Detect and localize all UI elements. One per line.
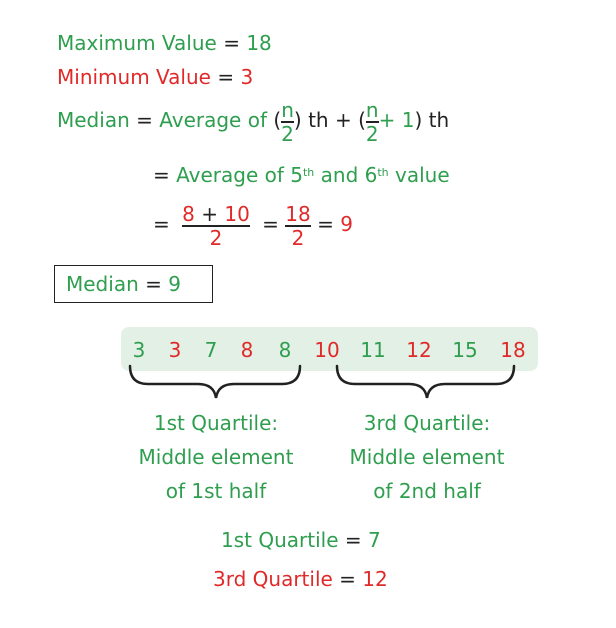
right-brace <box>335 364 516 399</box>
median-line-2: = Average of 5th and 6th value <box>153 163 450 187</box>
sorted-value: 3 <box>132 338 146 362</box>
sorted-value: 18 <box>500 338 526 362</box>
median-line3-result: 9 <box>340 212 353 236</box>
median-line2-and: and 6 <box>320 163 378 187</box>
q1-desc-line-2: Middle element <box>138 445 294 469</box>
sorted-value: 11 <box>360 338 386 362</box>
q1-desc-line-1: 1st Quartile: <box>153 411 279 435</box>
median-formula-line: Median = Average of ( n 2 ) th + ( n 2 +… <box>57 96 449 145</box>
fraction-n-over-2: n 2 <box>281 99 294 145</box>
median-line3-eq: = <box>153 212 170 236</box>
num-8: 8 <box>182 201 195 226</box>
median-formula-label: Median <box>57 108 130 132</box>
median-line2-eq: = <box>153 163 170 187</box>
num-18: 18 <box>285 201 311 226</box>
frac2-numerator: n <box>365 97 379 122</box>
sorted-values-strip <box>121 327 538 371</box>
q1-result-line: 1st Quartile = 7 <box>221 528 381 552</box>
max-line: Maximum Value = 18 <box>57 31 272 55</box>
median-formula-eq: = <box>136 108 153 132</box>
frac2-bar <box>365 120 379 123</box>
frac-sum-denominator: 2 <box>209 225 223 250</box>
median-result-eq: = <box>145 272 162 296</box>
max-label: Maximum Value <box>57 31 217 55</box>
open-paren-2: ( <box>358 108 366 132</box>
frac-numerator: n <box>281 97 294 122</box>
q1-result-label: 1st Quartile <box>221 528 339 552</box>
q3-result-eq: = <box>339 567 356 591</box>
num-10: 10 <box>224 201 250 226</box>
median-line2-value: value <box>395 163 450 187</box>
median-result-value: 9 <box>168 272 181 296</box>
fraction-8-plus-10-over-2: 8 + 10 2 <box>182 203 250 249</box>
sorted-value: 7 <box>204 338 218 362</box>
frac-18-bar <box>285 224 311 227</box>
sorted-value: 8 <box>240 338 254 362</box>
median-line-3: = 8 + 10 2 = 18 2 = 9 <box>153 200 353 249</box>
sorted-value: 10 <box>314 338 340 362</box>
open-paren: ( <box>273 108 282 132</box>
sup-th-1: th <box>302 166 315 179</box>
sorted-value: 12 <box>406 338 432 362</box>
q3-desc-line-1: 3rd Quartile: <box>363 411 491 435</box>
close-th: ) th <box>293 108 329 132</box>
frac-sum-bar <box>182 224 250 227</box>
plus-one: + 1 <box>378 108 415 132</box>
sorted-value: 8 <box>278 338 292 362</box>
q3-desc-line-2: Middle element <box>349 445 505 469</box>
close-th-2: ) th <box>414 108 450 132</box>
median-line3-eq2: = <box>262 212 279 236</box>
min-label: Minimum Value <box>57 65 211 89</box>
den-2: 2 <box>291 225 305 250</box>
left-brace <box>128 364 302 399</box>
max-eq: = <box>223 31 240 55</box>
frac2-denominator: 2 <box>365 121 379 146</box>
median-line3-eq3: = <box>317 212 334 236</box>
q1-description: 1st Quartile: Middle element of 1st half <box>101 406 331 508</box>
q3-desc-line-3: of 2nd half <box>373 479 481 503</box>
sorted-value: 3 <box>168 338 182 362</box>
median-result-line: Median = 9 <box>66 272 181 296</box>
sorted-value: 15 <box>452 338 478 362</box>
frac-bar <box>281 120 294 123</box>
sup-th-2: th <box>377 166 389 179</box>
plus-sign: + <box>334 108 352 132</box>
median-result-box <box>54 265 213 303</box>
max-value: 18 <box>246 31 272 55</box>
median-line2-text: Average of 5 <box>176 163 303 187</box>
q1-result-eq: = <box>344 528 362 552</box>
q1-desc-line-3: of 1st half <box>165 479 267 503</box>
fraction-18-over-2: 18 2 <box>285 201 311 250</box>
min-line: Minimum Value = 3 <box>57 65 253 89</box>
fraction-n-over-2-second: n 2 <box>365 97 379 146</box>
q3-result-label: 3rd Quartile <box>213 567 333 591</box>
median-result-label: Median <box>66 272 139 296</box>
q3-result-value: 12 <box>362 567 388 591</box>
num-plus: + <box>201 201 218 226</box>
frac-sum-numerator: 8 + 10 <box>182 203 250 225</box>
frac-denominator: 2 <box>281 121 294 146</box>
min-eq: = <box>217 65 235 89</box>
q3-description: 3rd Quartile: Middle element of 2nd half <box>312 406 542 508</box>
q1-result-value: 7 <box>367 528 381 552</box>
median-formula-text: Average of <box>159 108 267 132</box>
q3-result-line: 3rd Quartile = 12 <box>213 567 388 591</box>
min-value: 3 <box>240 65 254 89</box>
